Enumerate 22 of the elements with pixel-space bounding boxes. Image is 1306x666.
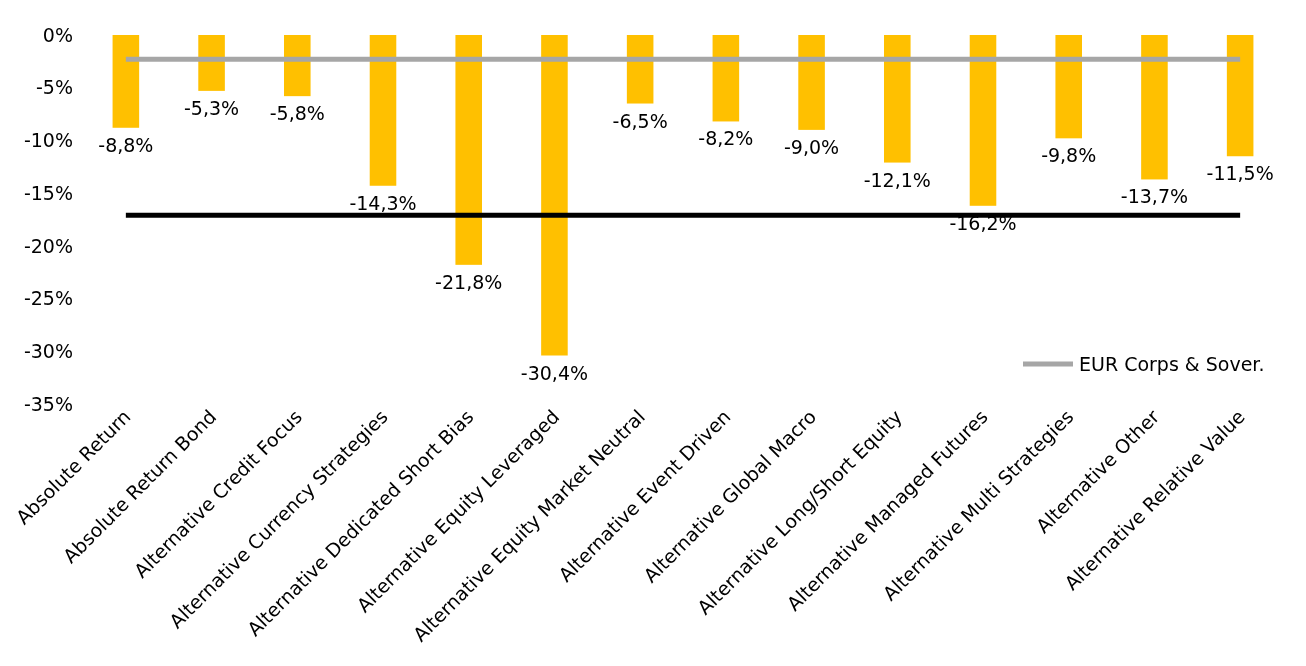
y-tick-label: 0% (42, 23, 73, 46)
data-label: -13,7% (1120, 185, 1189, 208)
y-tick-label: -30% (23, 339, 73, 362)
data-label: -30,4% (520, 361, 589, 384)
data-label: -5,8% (269, 102, 325, 125)
data-label: -11,5% (1206, 162, 1274, 185)
data-label: -6,5% (612, 109, 668, 132)
data-label: -14,3% (349, 191, 417, 214)
data-label: -21,8% (435, 270, 503, 293)
y-tick-label: -5% (36, 76, 73, 99)
y-tick-label: -35% (23, 392, 73, 415)
data-label: -8,8% (98, 133, 154, 156)
y-tick-label: -20% (23, 234, 73, 257)
data-label: -12,1% (863, 168, 931, 191)
y-tick-label: -10% (23, 129, 73, 152)
data-label: -8,2% (698, 127, 754, 150)
data-label: -9,8% (1041, 144, 1097, 167)
data-label: -5,3% (184, 96, 240, 119)
data-label: -9,0% (784, 135, 840, 158)
y-tick-label: -15% (23, 181, 73, 204)
y-tick-label: -25% (23, 287, 73, 310)
legend-label: EUR Corps & Sover. (1079, 352, 1265, 375)
